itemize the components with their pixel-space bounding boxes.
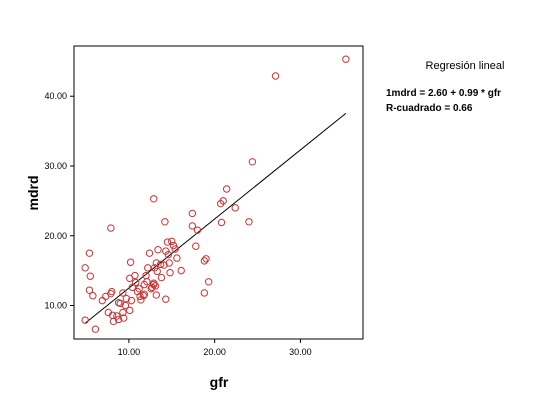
- data-point: [164, 250, 173, 259]
- data-point: [162, 295, 170, 303]
- data-point: [119, 289, 127, 297]
- data-point: [119, 308, 127, 317]
- data-point: [128, 283, 137, 292]
- x-tick-label: 30.00: [289, 347, 312, 357]
- data-point: [152, 259, 161, 267]
- data-point: [188, 209, 197, 218]
- regression-line: [84, 112, 347, 324]
- data-point: [168, 237, 176, 246]
- data-point: [200, 257, 209, 265]
- y-tick-label: 30.00: [44, 161, 67, 171]
- data-point: [122, 294, 131, 303]
- data-point: [145, 249, 154, 257]
- x-tick-label: 20.00: [203, 347, 226, 357]
- y-axis-title: mdrd: [25, 176, 41, 211]
- data-point: [109, 317, 118, 326]
- data-point: [121, 301, 130, 310]
- data-point: [248, 158, 257, 166]
- data-point: [342, 55, 350, 63]
- data-point: [204, 278, 213, 286]
- data-point: [217, 218, 226, 227]
- data-point: [126, 258, 135, 266]
- data-point: [202, 255, 210, 263]
- data-point: [171, 245, 179, 253]
- data-point: [169, 241, 178, 250]
- y-tick-label: 10.00: [44, 301, 67, 311]
- data-point: [127, 296, 136, 305]
- data-point: [86, 272, 94, 280]
- data-point: [188, 222, 197, 230]
- data-point: [113, 312, 121, 320]
- data-point: [156, 260, 165, 269]
- data-point: [114, 315, 123, 324]
- data-point: [152, 291, 161, 299]
- data-point: [163, 238, 172, 246]
- data-point: [120, 314, 128, 322]
- data-point: [81, 264, 89, 272]
- data-point: [157, 273, 166, 282]
- data-point: [135, 285, 143, 293]
- data-point: [222, 185, 231, 193]
- r-squared-label: R-cuadrado = 0.66: [386, 103, 473, 114]
- data-point: [200, 289, 209, 297]
- data-point: [271, 72, 280, 80]
- data-point: [166, 269, 174, 277]
- data-point: [165, 259, 173, 267]
- data-point: [114, 299, 123, 307]
- data-point: [85, 249, 94, 257]
- data-point: [136, 292, 144, 301]
- data-point: [108, 287, 116, 296]
- data-point: [231, 204, 239, 212]
- data-point: [81, 316, 89, 324]
- data-point: [126, 306, 134, 315]
- data-point: [151, 282, 160, 290]
- data-points: [81, 55, 350, 333]
- regression-equation: 1mdrd = 2.60 + 0.99 * gfr: [386, 88, 502, 99]
- plot-area: [73, 45, 364, 340]
- data-point: [143, 278, 151, 286]
- data-point: [160, 261, 168, 269]
- x-axis-title: gfr: [210, 374, 229, 390]
- data-point: [161, 218, 169, 226]
- legend-title: Regresión lineal: [425, 60, 505, 72]
- data-point: [192, 242, 200, 250]
- data-point: [85, 286, 94, 294]
- data-point: [173, 254, 181, 262]
- y-tick-label: 40.00: [44, 91, 67, 101]
- x-tick-label: 10.00: [118, 347, 141, 357]
- data-point: [131, 271, 139, 280]
- data-point: [132, 278, 140, 287]
- data-point: [89, 292, 97, 300]
- data-point: [177, 266, 185, 275]
- y-tick-label: 20.00: [44, 231, 67, 241]
- data-point: [140, 290, 149, 299]
- data-point: [153, 267, 161, 276]
- x-axis: 10.00 20.00 30.00: [118, 339, 312, 357]
- data-point: [107, 224, 115, 232]
- data-point: [91, 325, 100, 333]
- data-point: [216, 199, 225, 208]
- data-point: [154, 246, 162, 254]
- data-point: [139, 292, 148, 300]
- data-point: [150, 280, 158, 289]
- data-point: [137, 296, 145, 304]
- y-axis: 10.00 20.00 30.00 40.00: [44, 91, 74, 311]
- data-point: [193, 226, 202, 234]
- data-point: [245, 218, 253, 226]
- data-point: [104, 308, 113, 317]
- data-point: [150, 195, 158, 203]
